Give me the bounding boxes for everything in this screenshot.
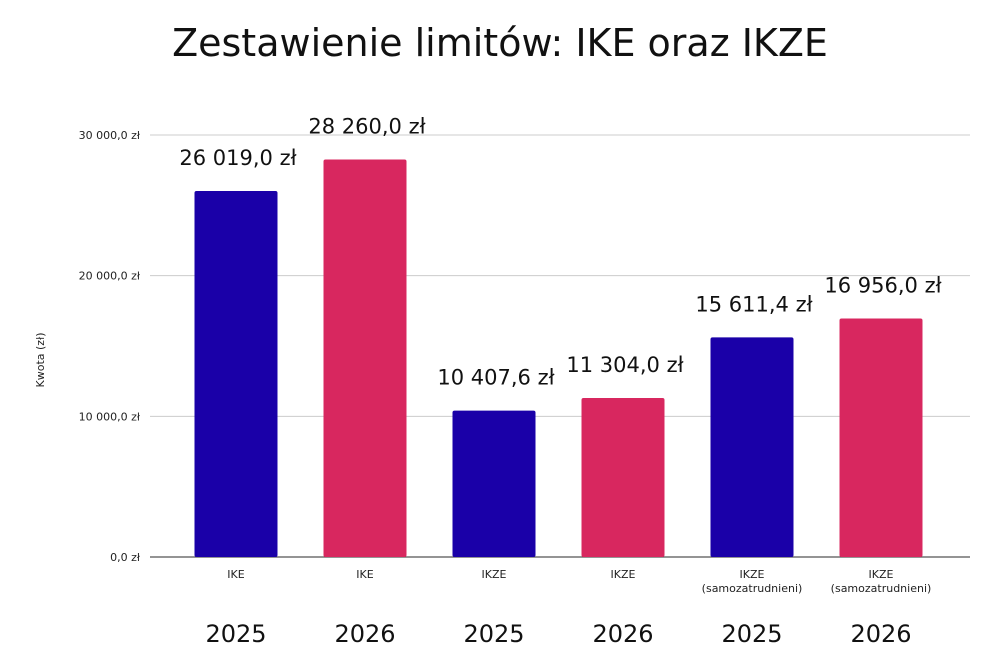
data-label: 15 611,4 zł xyxy=(695,292,812,316)
bar xyxy=(194,190,278,558)
x-tick-label: IKZE xyxy=(740,568,765,581)
y-tick-label: 10 000,0 zł xyxy=(79,410,141,423)
bar xyxy=(452,410,536,557)
year-label: 2026 xyxy=(334,620,395,648)
x-tick-label: IKE xyxy=(356,568,373,581)
x-tick-label: IKZE xyxy=(611,568,636,581)
x-tick-label: IKZE xyxy=(869,568,894,581)
y-tick-label: 0,0 zł xyxy=(110,551,141,564)
data-label: 28 260,0 zł xyxy=(308,114,425,138)
data-label: 11 304,0 zł xyxy=(566,353,683,377)
bar xyxy=(323,159,407,557)
year-label: 2025 xyxy=(721,620,782,648)
year-label: 2025 xyxy=(463,620,524,648)
chart-title: Zestawienie limitów: IKE oraz IKZE xyxy=(172,21,828,65)
data-label: 16 956,0 zł xyxy=(824,273,941,297)
bar xyxy=(581,397,665,557)
y-tick-label: 30 000,0 zł xyxy=(79,129,141,142)
x-tick-label: (samozatrudnieni) xyxy=(702,582,803,595)
y-tick-label: 20 000,0 zł xyxy=(79,270,141,283)
year-label: 2026 xyxy=(592,620,653,648)
y-axis-label: Kwota (zł) xyxy=(34,333,47,388)
data-label: 26 019,0 zł xyxy=(179,146,296,170)
bar xyxy=(710,337,794,557)
x-tick-label: IKZE xyxy=(482,568,507,581)
year-label: 2026 xyxy=(850,620,911,648)
bar xyxy=(839,318,923,557)
data-label: 10 407,6 zł xyxy=(437,366,554,390)
x-tick-label: IKE xyxy=(227,568,244,581)
year-label: 2025 xyxy=(205,620,266,648)
x-tick-label: (samozatrudnieni) xyxy=(831,582,932,595)
